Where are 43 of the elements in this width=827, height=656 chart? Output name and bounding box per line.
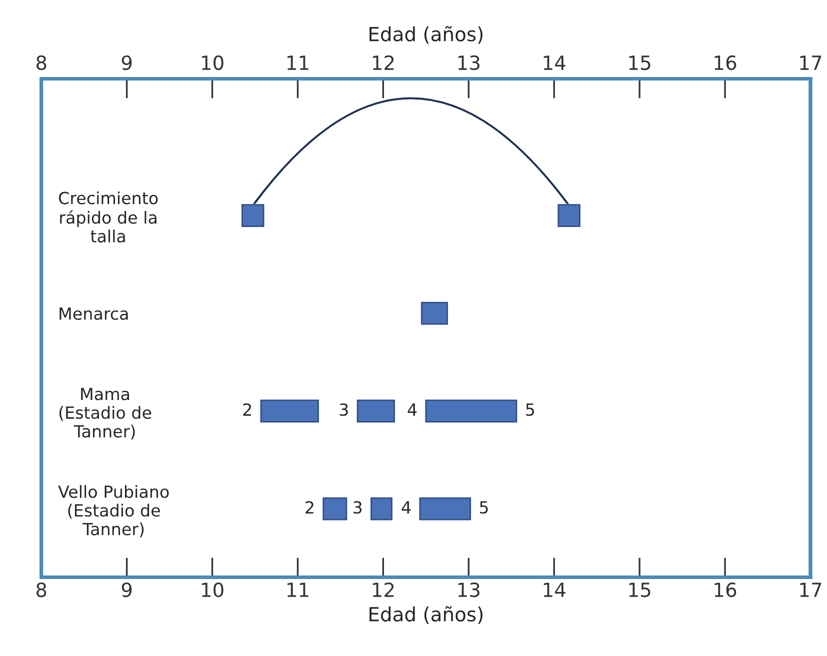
x2-axis-title: Edad (años)	[370, 26, 482, 44]
bar	[425, 400, 518, 423]
y-tick-label: Mama (Estadio de Tanner)	[59, 388, 152, 440]
x-tick-label: 13	[458, 582, 480, 598]
x2-tick-label: 8	[36, 55, 46, 70]
x-axis-title: Edad (años)	[370, 606, 482, 624]
x-tick-label: 16	[714, 582, 736, 598]
x-tick-label: 14	[544, 582, 566, 597]
x-tick-label: 15	[629, 582, 650, 598]
x2-tick-label: 12	[372, 55, 394, 70]
x2-tick-label: 9	[122, 55, 132, 70]
bar	[322, 497, 348, 520]
annotation: 5	[526, 404, 534, 416]
annotation: 4	[402, 501, 411, 514]
bar	[356, 400, 395, 423]
y-tick-label: Vello Pubiano (Estadio de Tanner)	[58, 485, 169, 538]
y-tick-label: Menarca	[60, 308, 128, 320]
x2-tick-label: 14	[544, 56, 566, 70]
x2-tick-label: 13	[458, 55, 480, 70]
annotation: 3	[354, 501, 362, 514]
bar	[419, 497, 472, 520]
y-tick-label: Crecimiento rápido de la talla	[58, 191, 158, 242]
x2-tick-label: 17	[800, 56, 822, 70]
x-tick-label: 11	[287, 582, 308, 597]
x-tick-label: 8	[36, 582, 46, 598]
annotation: 4	[408, 404, 417, 416]
annotation: 3	[340, 403, 348, 416]
x-tick-label: 17	[800, 582, 822, 597]
annotation: 5	[480, 501, 488, 514]
x2-tick-label: 16	[714, 55, 736, 70]
bar	[420, 302, 448, 325]
bar	[241, 204, 264, 228]
annotation: 2	[306, 501, 314, 514]
x-tick-label: 12	[372, 582, 394, 597]
annotation: 2	[243, 403, 251, 416]
x2-tick-label: 10	[202, 55, 224, 70]
bar	[260, 400, 319, 423]
bar	[558, 204, 580, 228]
x-tick-label: 9	[122, 582, 132, 598]
x-tick-label: 10	[202, 582, 224, 598]
x2-tick-label: 11	[287, 56, 308, 70]
bar	[370, 497, 392, 520]
x2-tick-label: 15	[629, 56, 650, 70]
